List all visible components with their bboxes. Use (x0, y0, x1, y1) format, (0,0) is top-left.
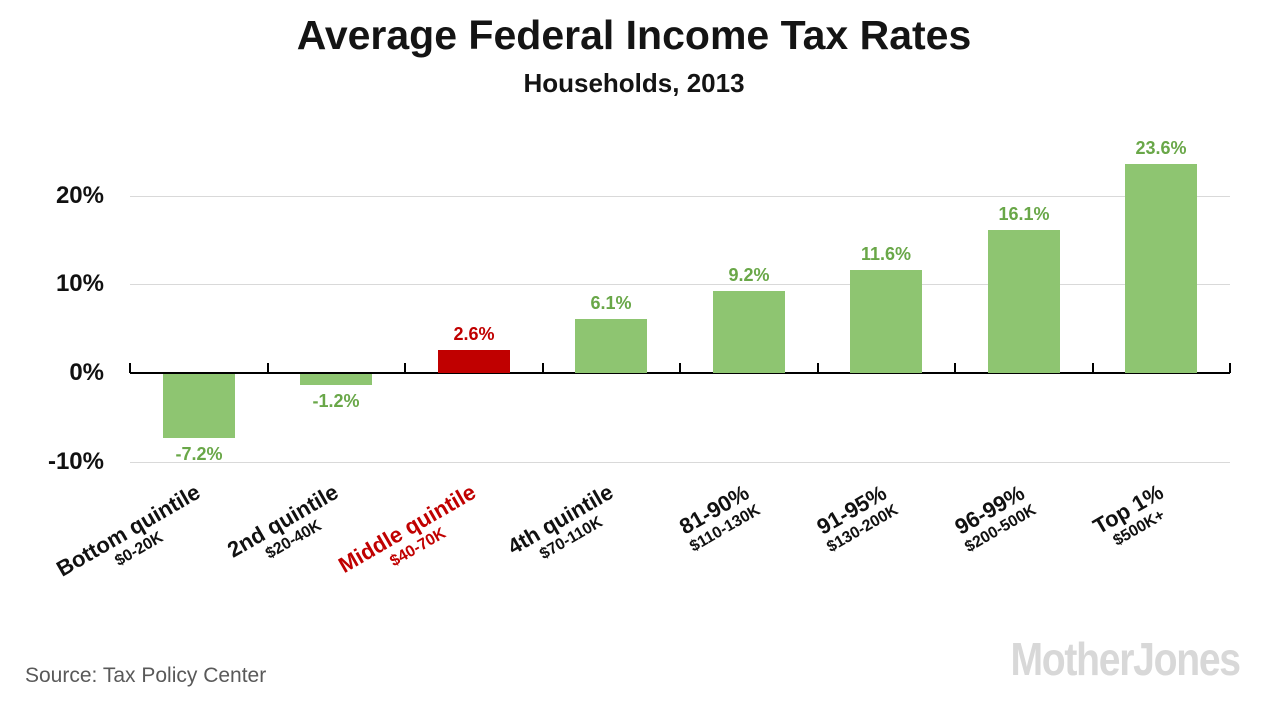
x-axis-tick (817, 363, 819, 373)
bar (575, 319, 647, 373)
bar (1125, 164, 1197, 373)
x-axis-tick (542, 363, 544, 373)
bar-value-label: 9.2% (728, 265, 770, 285)
y-gridline (130, 196, 1230, 197)
bar (163, 374, 235, 438)
bar (850, 270, 922, 373)
y-gridline (130, 284, 1230, 285)
bar-value-label: -7.2% (175, 444, 223, 464)
bar (438, 350, 510, 373)
chart-title: Average Federal Income Tax Rates (296, 12, 972, 58)
bar-value-label: 23.6% (1135, 138, 1187, 158)
bar (300, 374, 372, 385)
x-axis-tick (267, 363, 269, 373)
bar-value-label: -1.2% (312, 391, 360, 411)
x-category-label: Middle quintile $40-70K (334, 479, 489, 594)
x-category-label: 96-99% $200-500K (949, 480, 1039, 556)
x-axis-tick (679, 363, 681, 373)
bar-value-label: 11.6% (860, 244, 912, 264)
y-axis-tick-label: 10% (55, 270, 104, 297)
x-category-label: 2nd quintile $20-40K (223, 479, 351, 579)
x-axis-zero-line (130, 372, 1230, 374)
x-axis-tick (404, 363, 406, 373)
bar-value-label: 6.1% (590, 293, 632, 313)
bar-value-label: 2.6% (453, 324, 495, 344)
bar-value-label: 16.1% (998, 204, 1050, 224)
x-category-label: 91-95% $130-200K (812, 480, 902, 556)
bar (988, 230, 1060, 373)
x-category-label: 4th quintile $70-110K (503, 479, 627, 575)
y-gridline (130, 462, 1230, 463)
x-axis-tick (129, 363, 131, 373)
x-category-label: Bottom quintile $0-20K (53, 479, 214, 597)
x-category-label: 81-90% $110-130K (675, 480, 764, 556)
y-axis-tick-label: 20% (55, 182, 104, 209)
motherjones-logo: MotherJones (1010, 633, 1242, 685)
bar (713, 291, 785, 373)
source-note: Source: Tax Policy Center (25, 664, 267, 687)
x-category-label: Top 1% $500K+ (1088, 479, 1177, 555)
x-axis-tick (954, 363, 956, 373)
chart-subtitle: Households, 2013 (523, 68, 745, 98)
x-axis-tick (1229, 363, 1231, 373)
y-axis-tick-label: -10% (47, 448, 104, 475)
x-axis-tick (1092, 363, 1094, 373)
y-axis-tick-label: 0% (69, 359, 104, 386)
